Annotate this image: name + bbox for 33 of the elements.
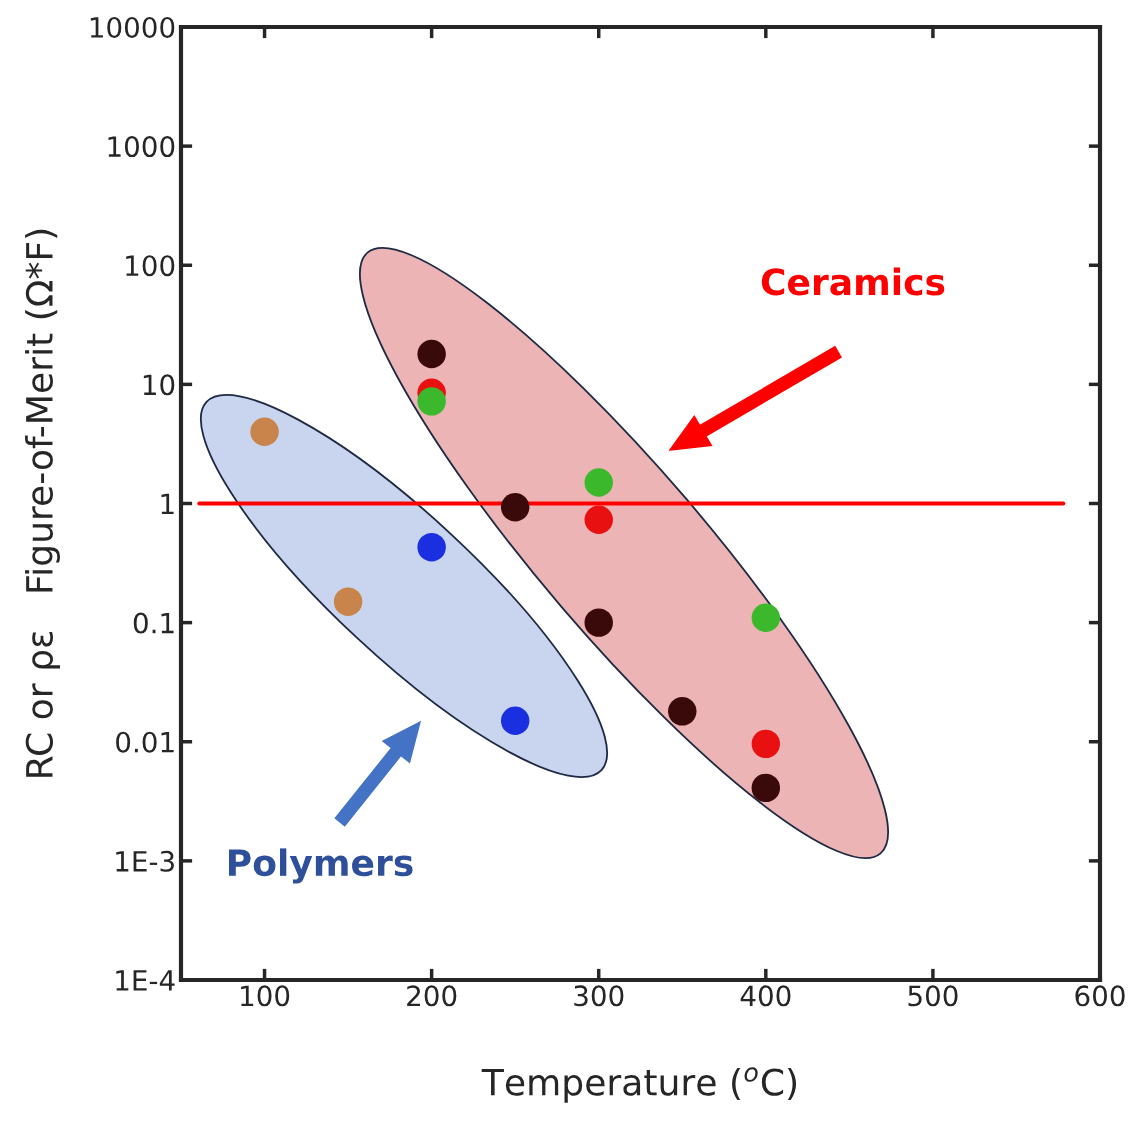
point — [751, 773, 781, 803]
y-tick-label: 10000 — [90, 16, 175, 38]
point — [333, 587, 363, 616]
annotation: Polymers — [229, 848, 413, 884]
x-tick-label: 100 — [241, 985, 290, 1007]
point — [417, 339, 446, 369]
y-tick-label: 1E-3 — [116, 850, 174, 872]
x-axis-title: Temperature ($^{o}$C) — [481, 1067, 797, 1103]
x-tick-label: 600 — [1075, 985, 1125, 1007]
y-tick-label: 1E-4 — [116, 970, 175, 991]
y-tick-label: 10 — [143, 374, 175, 396]
x-tick-label: 500 — [908, 985, 958, 1007]
y-tick-label: 100 — [126, 255, 175, 277]
y-axis-title: RC or ρε Figure-of-Merit (Ω*F) — [25, 229, 60, 777]
y-tick-label: 1 — [161, 493, 174, 515]
point — [417, 532, 446, 562]
point — [250, 417, 279, 447]
x-tick-label: 300 — [574, 985, 624, 1007]
y-tick-label: 0.01 — [116, 731, 174, 753]
y-tick-label: 1000 — [108, 136, 175, 158]
x-tick-label: 200 — [407, 985, 457, 1007]
point — [751, 603, 781, 632]
y-tick-label: 0.1 — [133, 612, 174, 634]
point — [500, 706, 530, 736]
annotation: Ceramics — [761, 267, 945, 296]
point — [584, 505, 613, 535]
point — [584, 608, 613, 637]
point — [751, 729, 781, 759]
point — [500, 493, 530, 522]
point — [417, 387, 446, 416]
x-tick-label: 400 — [740, 985, 791, 1007]
point — [668, 697, 697, 726]
point — [584, 468, 613, 497]
